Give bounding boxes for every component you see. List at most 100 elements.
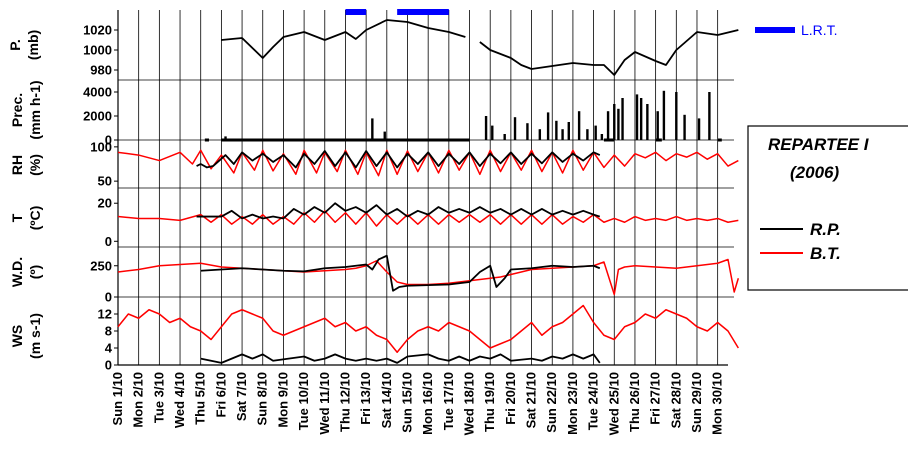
- date-label: Sun 22/10: [544, 372, 559, 433]
- date-label: Thu 5/10: [193, 372, 208, 425]
- date-label: Tue 3/10: [151, 372, 166, 423]
- ytick-label: 0: [105, 290, 112, 305]
- legend-box: [747, 125, 908, 291]
- legend-title-line2: (2006): [790, 163, 839, 182]
- ylabel-wind_direction: (º): [27, 265, 43, 279]
- date-labels: Sun 1/10 Mon 2/10 Tue 3/10 Wed 4/10 Thu 5/10…: [110, 372, 725, 435]
- precip-bar: [646, 104, 649, 140]
- date-label: Thu 19/10: [482, 372, 497, 432]
- precip-bar: [491, 125, 494, 140]
- series-pressure: [479, 29, 739, 76]
- ytick-label: 1000: [83, 43, 112, 58]
- series-temperature-rp: [196, 202, 601, 220]
- precip-bar: [567, 122, 570, 140]
- date-label: Fri 20/10: [503, 372, 518, 425]
- ytick-label: 4: [105, 341, 113, 356]
- precip-bar: [383, 131, 386, 140]
- precip-bar: [555, 120, 558, 140]
- date-label: Fri 6/10: [213, 372, 228, 418]
- precip-bar: [656, 111, 659, 140]
- date-label: Mon 2/10: [131, 372, 146, 428]
- precip-bar: [617, 108, 620, 140]
- precip-bar: [561, 129, 564, 140]
- ylabel-wind_direction: W.D.: [9, 257, 25, 287]
- precip-bar: [613, 104, 616, 140]
- precip-bar: [708, 92, 711, 140]
- date-label: Tue 10/10: [296, 372, 311, 430]
- ylabel-temperature: (ºC): [27, 206, 43, 231]
- precip-bar: [639, 98, 643, 140]
- date-label: Sun 15/10: [399, 372, 414, 433]
- date-label: Wed 11/10: [317, 372, 332, 435]
- date-label: Tue 17/10: [441, 372, 456, 430]
- date-label: Fri 27/10: [648, 372, 663, 425]
- ylabel-rh: RH: [9, 155, 25, 175]
- date-label: Mon 9/10: [275, 372, 290, 428]
- y-axis-labels: P. (mb) Prec. (mm h-1)RH (%) T (ºC) W.D. (º) WS (m…: [7, 30, 43, 359]
- ytick-label: 250: [90, 258, 112, 273]
- data-layer: [117, 9, 740, 364]
- ylabel-wind_speed: (m s-1): [27, 313, 43, 359]
- ytick-label: 980: [90, 63, 112, 78]
- date-label: Thu 12/10: [337, 372, 352, 432]
- grid-lines: [117, 10, 728, 366]
- ytick-label: 0: [105, 358, 112, 373]
- precip-bar: [538, 129, 542, 140]
- ytick-label: 20: [98, 196, 112, 211]
- ytick-label: 0: [105, 133, 112, 148]
- ylabel-pressure: P.: [7, 39, 23, 50]
- date-label: Thu 26/10: [627, 372, 642, 432]
- date-label: Sun 8/10: [255, 372, 270, 425]
- precip-bar: [683, 114, 686, 140]
- ytick-label: 1020: [83, 23, 112, 38]
- date-label: Wed 25/10: [606, 372, 621, 435]
- ytick-label: 100: [90, 139, 112, 154]
- legend-title-line1: REPARTEE I: [768, 135, 870, 154]
- date-label: Sun 29/10: [689, 372, 704, 433]
- date-label: Sat 7/10: [234, 372, 249, 421]
- series-wind_speed-rp: [200, 353, 601, 364]
- precip-bar: [594, 125, 597, 140]
- date-label: Sat 14/10: [379, 372, 394, 428]
- series-rh-bt: [117, 149, 739, 177]
- precip-bar: [697, 118, 701, 140]
- precip-bar: [224, 136, 227, 140]
- ytick-label: 12: [98, 307, 112, 322]
- precip-bar: [503, 134, 506, 140]
- date-label: Sat 28/10: [668, 372, 683, 428]
- series-wind_speed-bt: [117, 304, 739, 353]
- ylabel-precipitation: (mm h-1): [27, 80, 43, 139]
- precip-bar: [577, 111, 581, 140]
- precip-bar: [635, 94, 639, 140]
- precip-bar: [546, 112, 550, 140]
- series-temperature-bt: [117, 210, 739, 227]
- series-pressure: [221, 19, 466, 59]
- date-label: Mon 16/10: [420, 372, 435, 435]
- precip-bar: [662, 90, 666, 140]
- ytick-label: 2000: [83, 109, 112, 124]
- precip-bar: [484, 116, 488, 140]
- date-label: Sat 21/10: [524, 372, 539, 428]
- ylabel-rh: (%): [27, 154, 43, 176]
- date-label: Wed 18/10: [462, 372, 477, 435]
- ytick-label: 4000: [83, 85, 112, 100]
- ytick-label: 50: [98, 174, 112, 189]
- ylabel-precipitation: Prec.: [9, 93, 25, 127]
- ytick-label: 0: [105, 234, 112, 249]
- date-label: Mon 23/10: [565, 372, 580, 435]
- precip-bar: [371, 118, 374, 140]
- precip-bar: [526, 123, 529, 140]
- ylabel-wind_speed: WS: [9, 325, 25, 348]
- precip-bar: [621, 98, 624, 140]
- date-label: Wed 4/10: [172, 372, 187, 428]
- ylabel-pressure: (mb): [25, 30, 41, 60]
- legend-label-bt: B.T.: [810, 244, 841, 263]
- date-label: Sun 1/10: [110, 372, 125, 425]
- legend-label-rp: R.P.: [810, 220, 841, 239]
- ytick-label: 8: [105, 324, 112, 339]
- series-legend: REPARTEE I (2006) R.P. B.T.: [747, 125, 908, 291]
- lrt-legend: L.R.T.: [755, 22, 838, 38]
- date-label: Fri 13/10: [358, 372, 373, 425]
- precip-bar: [513, 117, 517, 140]
